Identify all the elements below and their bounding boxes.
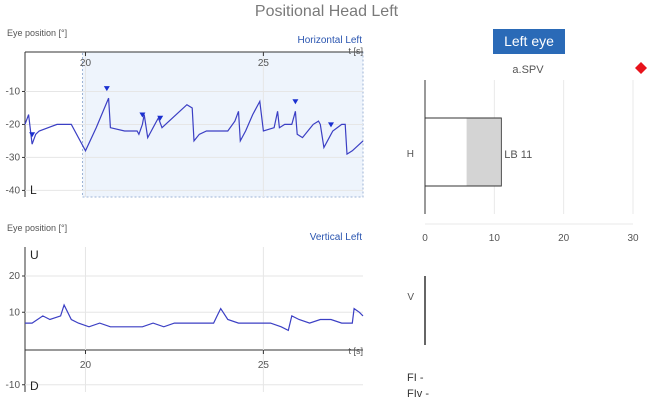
h-nystagmus-marker bbox=[103, 86, 110, 92]
v-x-tick-label: 20 bbox=[80, 360, 92, 371]
spv-title: a.SPV bbox=[512, 64, 544, 76]
h-bottom-letter: L bbox=[30, 183, 37, 197]
h-trace-line bbox=[24, 97, 364, 156]
h-x-tick-label: 25 bbox=[258, 58, 270, 69]
h-xlabel: t [s] bbox=[348, 46, 363, 56]
v-top-letter: U bbox=[30, 248, 39, 262]
h-nystagmus-marker bbox=[327, 122, 334, 128]
status-diamond-icon bbox=[635, 62, 647, 74]
v-y-tick-label: 20 bbox=[9, 271, 21, 282]
h-nystagmus-marker bbox=[292, 99, 299, 105]
left-eye-button[interactable]: Left eye bbox=[493, 29, 565, 54]
h-y-tick-label: -30 bbox=[6, 152, 21, 163]
spv-x-tick-label: 10 bbox=[489, 233, 501, 244]
h-nystagmus-marker bbox=[29, 132, 36, 138]
spv-x-tick-label: 30 bbox=[627, 233, 639, 244]
h-series-label: Horizontal Left bbox=[298, 35, 363, 46]
v-ylabel: Eye position [°] bbox=[7, 223, 67, 233]
v-trace-line bbox=[25, 303, 364, 332]
spv-bar-h-fill bbox=[466, 118, 501, 186]
h-nystagmus-marker bbox=[139, 112, 146, 118]
h-y-tick-label: -40 bbox=[6, 185, 21, 196]
spv-x-tick-label: 0 bbox=[422, 233, 428, 244]
spv-category-v: V bbox=[407, 292, 414, 303]
spv-bar-h-label: LB 11 bbox=[504, 149, 532, 161]
h-y-tick-label: -20 bbox=[6, 119, 21, 130]
v-bottom-letter: D bbox=[30, 379, 39, 393]
v-y-tick-label: 10 bbox=[9, 307, 21, 318]
v-series-label: Vertical Left bbox=[310, 232, 362, 243]
h-nystagmus-marker bbox=[157, 115, 164, 121]
v-y-tick-label: -10 bbox=[6, 380, 21, 391]
page-title: Positional Head Left bbox=[254, 3, 399, 20]
h-y-tick-label: -10 bbox=[6, 86, 21, 97]
h-ylabel: Eye position [°] bbox=[7, 28, 67, 38]
v-xlabel: t [s] bbox=[348, 346, 363, 356]
v-x-tick-label: 25 bbox=[258, 360, 270, 371]
spv-category-h: H bbox=[407, 149, 414, 160]
fi-label: FI - bbox=[407, 372, 424, 384]
fiv-label: FIv - bbox=[407, 388, 429, 400]
spv-x-tick-label: 20 bbox=[558, 233, 570, 244]
h-x-tick-label: 20 bbox=[80, 58, 92, 69]
